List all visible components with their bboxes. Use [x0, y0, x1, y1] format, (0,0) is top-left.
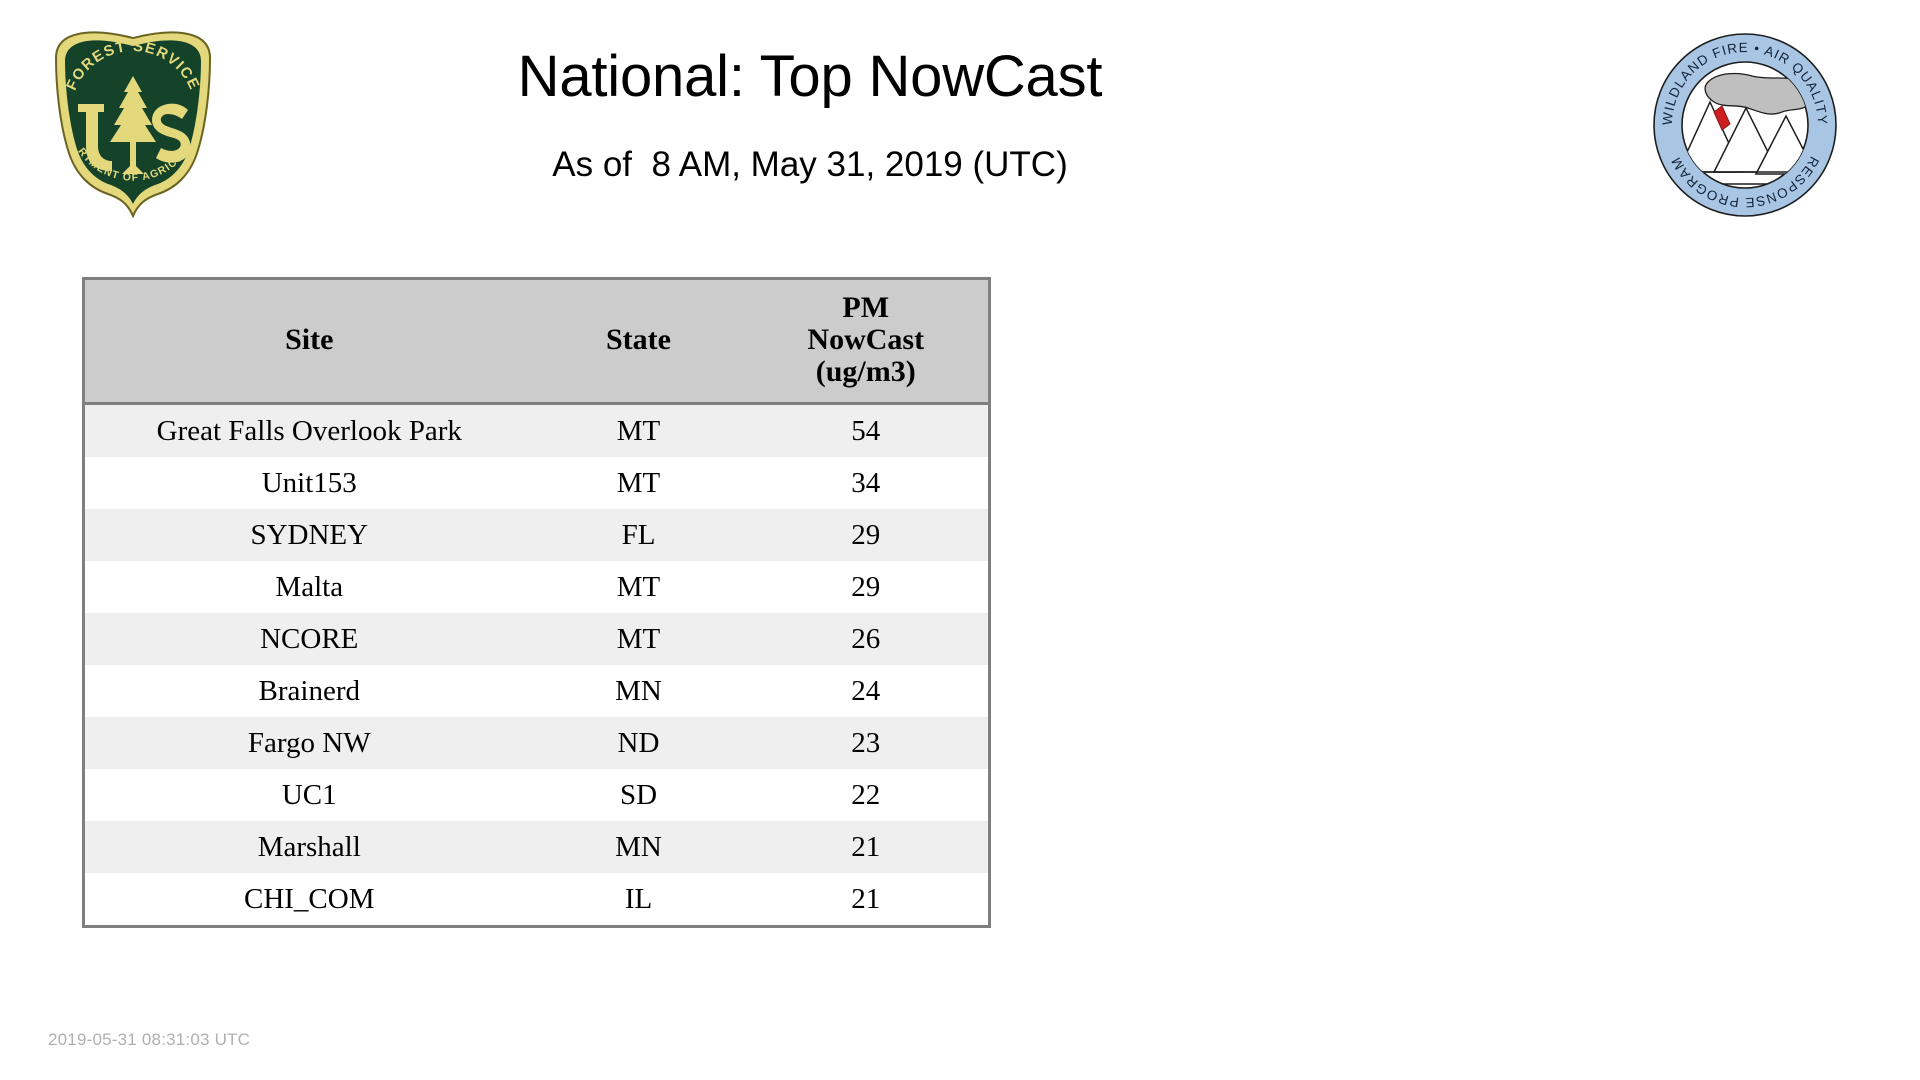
nowcast-table-wrap: Site State PM NowCast (ug/m3) Great Fall…	[82, 277, 991, 928]
table-row: Unit153 MT 34	[83, 457, 990, 509]
cell-site: Brainerd	[83, 665, 534, 717]
cell-value: 26	[743, 613, 990, 665]
cell-state: MN	[533, 821, 744, 873]
column-header-pm-nowcast-line2: NowCast	[807, 323, 925, 357]
column-header-state: State	[533, 278, 744, 405]
column-header-pm-nowcast-line3: (ug/m3)	[815, 354, 916, 388]
cell-state: MT	[533, 561, 744, 613]
page-subtitle: As of 8 AM, May 31, 2019 (UTC)	[552, 145, 1068, 185]
cell-state: SD	[533, 769, 744, 821]
cell-value: 21	[743, 873, 990, 927]
cell-value: 34	[743, 457, 990, 509]
page-title: National: Top NowCast	[517, 44, 1103, 109]
nowcast-table: Site State PM NowCast (ug/m3) Great Fall…	[82, 277, 991, 928]
column-header-state-line1: State	[606, 323, 671, 357]
cell-state: MN	[533, 665, 744, 717]
table-row: Marshall MN 21	[83, 821, 990, 873]
cell-site: Malta	[83, 561, 534, 613]
cell-value: 29	[743, 509, 990, 561]
cell-value: 23	[743, 717, 990, 769]
table-row: CHI_COM IL 21	[83, 873, 990, 927]
table-body: Great Falls Overlook Park MT 54 Unit153 …	[83, 403, 990, 927]
cell-state: MT	[533, 457, 744, 509]
usfs-shield-logo: FOREST SERVICE DEPARTMENT OF AGRICULTURE	[48, 28, 218, 220]
cell-state: MT	[533, 403, 744, 457]
column-header-pm-nowcast-line1: PM	[842, 291, 890, 325]
cell-state: ND	[533, 717, 744, 769]
column-header-site: Site	[83, 278, 534, 405]
table-row: Malta MT 29	[83, 561, 990, 613]
cell-site: CHI_COM	[83, 873, 534, 927]
cell-site: UC1	[83, 769, 534, 821]
footer-timestamp: 2019-05-31 08:31:03 UTC	[48, 1030, 251, 1049]
table-row: Fargo NW ND 23	[83, 717, 990, 769]
table-row: UC1 SD 22	[83, 769, 990, 821]
wildland-fire-air-quality-response-program-logo: WILDLAND FIRE • AIR QUALITY RESPONSE PRO…	[1652, 32, 1838, 218]
table-header-row: Site State PM NowCast (ug/m3)	[83, 278, 990, 405]
cell-state: MT	[533, 613, 744, 665]
cell-value: 29	[743, 561, 990, 613]
header-block: National: Top NowCast As of 8 AM, May 31…	[300, 46, 1320, 185]
cell-site: Fargo NW	[83, 717, 534, 769]
cell-value: 21	[743, 821, 990, 873]
table-header: Site State PM NowCast (ug/m3)	[83, 278, 990, 405]
column-header-pm-nowcast: PM NowCast (ug/m3)	[743, 278, 990, 405]
table-row: Brainerd MN 24	[83, 665, 990, 717]
cell-site: Unit153	[83, 457, 534, 509]
cell-site: Marshall	[83, 821, 534, 873]
cell-value: 24	[743, 665, 990, 717]
column-header-site-line1: Site	[285, 323, 334, 357]
cell-site: SYDNEY	[83, 509, 534, 561]
table-row: NCORE MT 26	[83, 613, 990, 665]
cell-state: FL	[533, 509, 744, 561]
cell-value: 22	[743, 769, 990, 821]
cell-site: Great Falls Overlook Park	[83, 403, 534, 457]
table-row: Great Falls Overlook Park MT 54	[83, 403, 990, 457]
cell-value: 54	[743, 403, 990, 457]
cell-site: NCORE	[83, 613, 534, 665]
table-row: SYDNEY FL 29	[83, 509, 990, 561]
cell-state: IL	[533, 873, 744, 927]
